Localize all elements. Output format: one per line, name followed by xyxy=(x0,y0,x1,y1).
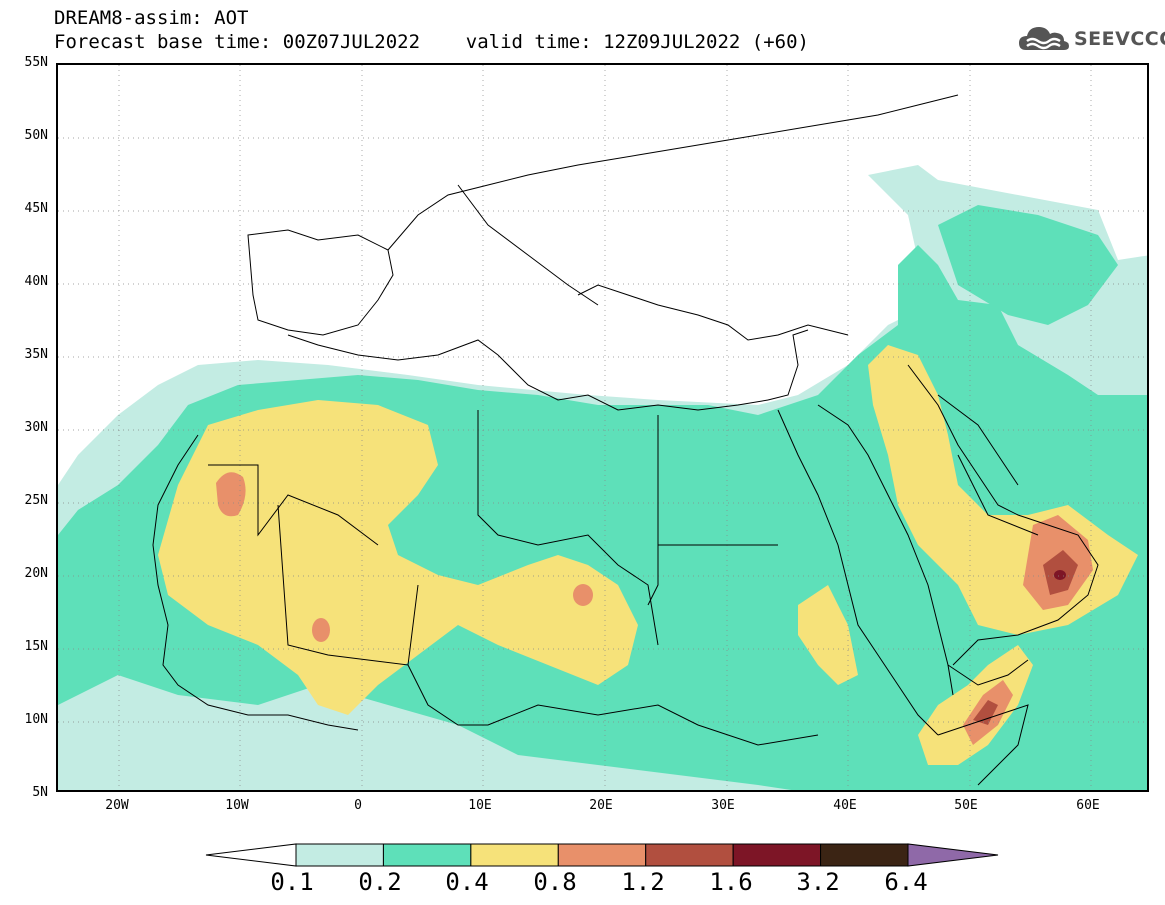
aot-band-1.2-somalia xyxy=(973,700,998,725)
aot-colorbar xyxy=(205,843,999,867)
aot-band-0.2-caspian xyxy=(938,205,1118,325)
aot-band-0.8-sahara-2 xyxy=(312,618,330,642)
colorbar-over-arrow xyxy=(907,843,999,867)
colorbar-band-0.4 xyxy=(470,843,559,867)
aot-band-0.4-redsea xyxy=(798,585,858,685)
colorbar-band-0.8 xyxy=(557,843,647,867)
lon-label-50e: 50E xyxy=(954,798,978,813)
lat-label-25n: 25N xyxy=(24,493,48,508)
lat-label-10n: 10N xyxy=(24,712,48,727)
legend-level-0.2: 0.2 xyxy=(358,868,402,896)
seevccc-logo: SEEVCCC xyxy=(1018,24,1165,54)
colorbar-band-1.6 xyxy=(732,843,822,867)
colorbar-under-arrow xyxy=(205,843,297,867)
lon-label-40e: 40E xyxy=(833,798,857,813)
coastlines-and-borders xyxy=(152,94,1099,786)
legend-level-6.4: 6.4 xyxy=(884,868,928,896)
aot-band-0.4-horn xyxy=(918,645,1033,765)
aot-band-1.6-oman xyxy=(1054,570,1066,580)
lon-label-10e: 10E xyxy=(468,798,492,813)
lat-label-5n: 5N xyxy=(32,785,48,800)
lat-label-45n: 45N xyxy=(24,201,48,216)
lat-label-55n: 55N xyxy=(24,55,48,70)
lat-label-30n: 30N xyxy=(24,420,48,435)
aot-band-0.8-sahara-1 xyxy=(216,472,246,517)
aot-map-panel[interactable] xyxy=(56,63,1149,792)
lat-label-35n: 35N xyxy=(24,347,48,362)
lon-label-20w: 20W xyxy=(105,798,129,813)
logo-text: SEEVCCC xyxy=(1074,28,1165,50)
lon-label-20e: 20E xyxy=(589,798,613,813)
map-title: DREAM8-assim: AOT xyxy=(54,7,249,29)
aot-band-0.8-sahara-3 xyxy=(573,584,593,606)
lon-label-60e: 60E xyxy=(1076,798,1100,813)
lon-label-0: 0 xyxy=(354,798,362,813)
lat-label-50n: 50N xyxy=(24,128,48,143)
legend-level-1.6: 1.6 xyxy=(709,868,753,896)
cloud-icon xyxy=(1019,27,1069,50)
legend-level-3.2: 3.2 xyxy=(796,868,840,896)
aot-contours xyxy=(58,165,1147,790)
lat-label-20n: 20N xyxy=(24,566,48,581)
colorbar-band-3.2 xyxy=(820,843,909,867)
aot-band-0.4-west xyxy=(158,400,638,715)
colorbar-band-0.1 xyxy=(295,843,384,867)
lon-label-30e: 30E xyxy=(711,798,735,813)
colorbar-band-1.2 xyxy=(645,843,734,867)
lat-label-40n: 40N xyxy=(24,274,48,289)
legend-level-1.2: 1.2 xyxy=(621,868,665,896)
legend-level-0.4: 0.4 xyxy=(445,868,489,896)
legend-level-0.8: 0.8 xyxy=(533,868,577,896)
forecast-time-subtitle: Forecast base time: 00Z07JUL2022 valid t… xyxy=(54,31,809,53)
lon-label-10w: 10W xyxy=(225,798,249,813)
lat-label-15n: 15N xyxy=(24,639,48,654)
legend-level-0.1: 0.1 xyxy=(270,868,314,896)
colorbar-band-0.2 xyxy=(382,843,472,867)
